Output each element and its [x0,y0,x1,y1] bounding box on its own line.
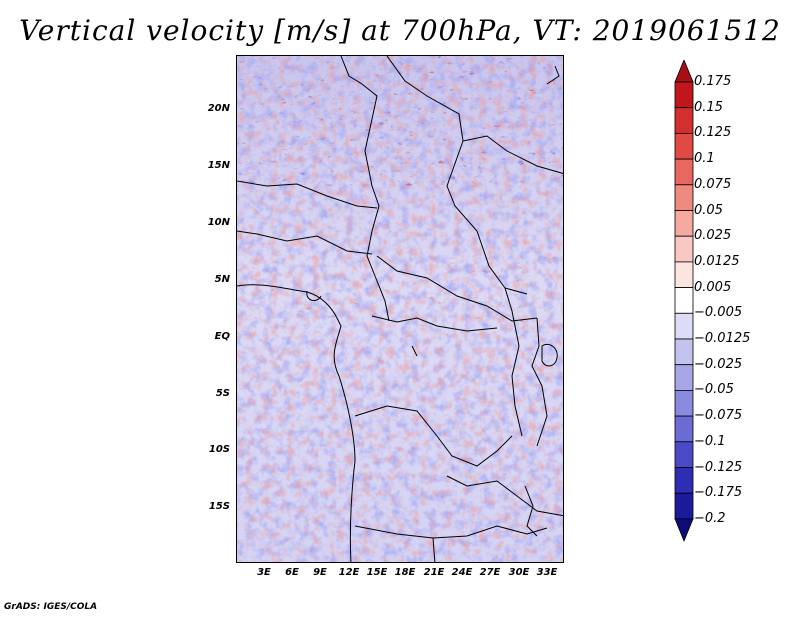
colorbar-label: 0.075 [694,176,732,192]
lat-tick: 20N [207,103,230,114]
colorbar-bin [674,312,694,340]
colorbar-label: −0.0125 [694,331,751,346]
lon-tick: 18E [394,567,416,578]
lat-tick: EQ [214,331,230,342]
lon-tick: 33E [536,567,558,578]
colorbar-label: 0.005 [694,279,732,295]
map-panel [236,55,564,563]
colorbar-bin [674,441,694,468]
colorbar-bin [674,107,694,134]
colorbar-bottom-arrow [674,518,694,542]
colorbar-bin [674,158,694,186]
colorbar-label: −0.175 [694,485,743,501]
colorbar-bin [674,467,694,494]
colorbar-bin [674,133,694,160]
colorbar-bin [674,184,694,211]
colorbar-label: −0.005 [694,305,743,321]
colorbar-top-arrow [674,60,694,83]
colorbar-bin [674,492,694,520]
colorbar-label: −0.025 [694,356,743,372]
lat-tick: 15S [208,501,230,512]
colorbar-bin [674,338,694,366]
colorbar-label: −0.2 [694,510,726,526]
lat-tick: 5S [215,388,230,399]
colorbar-bin [674,210,694,237]
lon-tick: 30E [508,567,530,578]
lon-tick: 3E [257,567,271,578]
lon-tick: 24E [451,567,473,578]
colorbar-label: 0.025 [694,228,732,244]
lon-tick: 27E [479,567,501,578]
lat-tick: 10N [207,217,230,228]
country-borders [237,56,563,562]
colorbar-label: 0.125 [694,125,732,141]
colorbar-bin [674,364,694,391]
footer-credit: GrADS: IGES/COLA [4,602,98,612]
lat-tick: 15N [207,160,230,171]
lon-tick: 21E [423,567,445,578]
colorbar [674,60,694,542]
colorbar-bin [674,415,694,443]
lat-tick: 5N [214,274,230,285]
colorbar-label: 0.15 [694,99,723,115]
colorbar-label: 0.05 [694,202,723,218]
colorbar-bin [674,235,694,263]
chart-title: Vertical velocity [m/s] at 700hPa, VT: 2… [19,14,781,47]
lon-tick: 9E [313,567,327,578]
colorbar-label: −0.075 [694,408,743,424]
colorbar-label: 0.175 [694,74,732,89]
colorbar-label: −0.1 [694,433,726,449]
colorbar-label: −0.05 [694,382,734,398]
vertical-velocity-field [237,56,563,562]
colorbar-bin [674,389,694,417]
colorbar-bin [674,287,694,314]
lat-tick: 10S [208,444,230,455]
colorbar-bin [674,261,694,288]
colorbar-bin [674,81,694,109]
lon-tick: 12E [338,567,360,578]
colorbar-label: 0.1 [694,151,715,167]
lon-tick: 6E [285,567,299,578]
colorbar-label: −0.125 [694,459,743,475]
lon-tick: 15E [366,567,388,578]
colorbar-label: 0.0125 [694,253,740,269]
